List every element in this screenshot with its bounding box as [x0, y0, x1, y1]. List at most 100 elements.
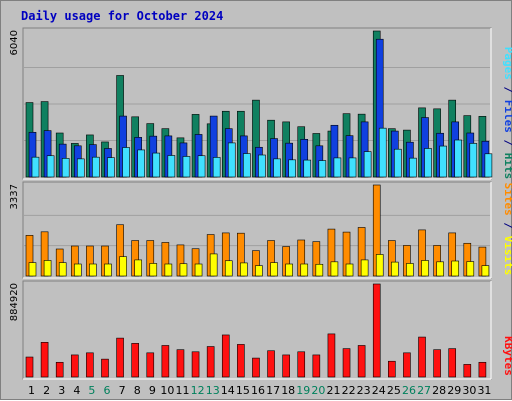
bar-visits-day-17 [270, 262, 278, 277]
bar-visits-day-24 [375, 254, 384, 277]
bar-visits-day-21 [330, 261, 339, 277]
x-tick-label-day-20: 20 [311, 384, 325, 397]
bar-visits-day-23 [360, 259, 369, 277]
hits-files-pages-legend: Pages / Files / Hits [502, 47, 512, 180]
legend-files: Files [502, 100, 512, 133]
bar-kbytes-day-25 [388, 360, 396, 378]
x-tick-label-day-30: 30 [462, 384, 476, 397]
bar-visits-day-31 [481, 265, 490, 277]
bar-kbytes-day-30 [463, 364, 472, 378]
bar-pages-day-13 [212, 157, 221, 178]
bar-visits-day-3 [58, 262, 67, 277]
bar-visits-day-29 [451, 260, 460, 277]
bar-visits-day-18 [285, 263, 293, 277]
bar-pages-day-25 [394, 148, 402, 178]
bar-pages-day-29 [454, 139, 463, 178]
legend-sep: / [502, 80, 512, 100]
bar-kbytes-day-31 [478, 361, 487, 378]
x-tick-label-day-2: 2 [43, 384, 50, 397]
x-tick-label-day-3: 3 [58, 384, 65, 397]
x-tick-label-day-15: 15 [236, 384, 250, 397]
x-tick-label-day-17: 17 [266, 384, 280, 397]
x-tick-label-day-14: 14 [221, 384, 235, 397]
bar-visits-day-30 [466, 261, 475, 277]
bar-pages-day-26 [409, 157, 417, 178]
x-tick-label-day-26: 26 [402, 384, 416, 397]
legend-kbytes: KBytes [502, 336, 512, 376]
bar-visits-day-20 [315, 263, 324, 277]
bar-kbytes-day-7 [116, 337, 124, 378]
bar-visits-day-12 [194, 263, 203, 277]
bar-visits-day-26 [406, 263, 414, 277]
bar-kbytes-day-14 [221, 334, 230, 378]
bar-kbytes-day-26 [403, 352, 411, 378]
x-axis-labels: 1 2 3 4 5 6 7 8 9 10 11 12 13 14 15 16 17 18 19 20 21 22 23 24 2… [28, 384, 491, 397]
x-tick-label-day-28: 28 [432, 384, 446, 397]
bar-kbytes-day-3 [55, 361, 64, 378]
bar-kbytes-day-16 [252, 357, 260, 378]
bar-kbytes-day-1 [25, 356, 34, 378]
bar-kbytes-day-15 [237, 344, 245, 378]
bar-kbytes-day-18 [282, 354, 290, 378]
x-tick-label-day-23: 23 [357, 384, 371, 397]
x-tick-label-day-12: 12 [191, 384, 205, 397]
bar-visits-day-8 [134, 259, 142, 277]
chart-title: Daily usage for October 2024 [21, 9, 223, 23]
x-tick-label-day-5: 5 [88, 384, 95, 397]
legend-sep: / [502, 216, 512, 236]
x-tick-label-day-7: 7 [119, 384, 126, 397]
bar-kbytes-day-13 [206, 346, 215, 378]
x-tick-label-day-6: 6 [104, 384, 111, 397]
legend-hits: Hits [502, 153, 512, 180]
bar-kbytes-day-12 [191, 351, 200, 378]
bar-pages-day-10 [167, 155, 176, 178]
bar-pages-day-15 [243, 153, 251, 178]
bar-visits-day-7 [119, 256, 127, 277]
bar-visits-day-19 [300, 263, 309, 277]
bar-kbytes-day-22 [342, 348, 351, 378]
x-tick-label-day-16: 16 [251, 384, 265, 397]
bar-visits-day-16 [255, 265, 263, 277]
x-tick-label-day-10: 10 [160, 384, 174, 397]
bar-visits-day-1 [28, 262, 37, 277]
bar-pages-day-3 [61, 158, 70, 178]
bar-kbytes-day-2 [40, 342, 49, 378]
bar-kbytes-day-19 [297, 351, 306, 378]
bar-pages-day-1 [31, 156, 40, 178]
bar-pages-day-23 [363, 151, 372, 178]
bar-pages-day-6 [107, 157, 115, 178]
bar-kbytes-day-17 [267, 350, 275, 378]
bar-kbytes-day-28 [433, 349, 441, 378]
bar-kbytes-day-8 [131, 343, 139, 378]
legend-sep: / [502, 133, 512, 153]
bar-visits-day-5 [89, 263, 97, 277]
bar-visits-day-2 [43, 260, 52, 277]
bar-pages-day-28 [439, 145, 447, 178]
bar-pages-day-31 [484, 153, 493, 178]
bar-pages-day-21 [333, 157, 342, 178]
bar-kbytes-day-29 [448, 348, 457, 378]
bar-visits-day-9 [149, 263, 158, 277]
bar-visits-day-13 [209, 253, 218, 277]
bar-kbytes-day-24 [372, 283, 381, 378]
bar-pages-day-22 [348, 157, 357, 178]
chart-marks [25, 30, 493, 378]
sites-visits-legend: Sites / Visits [502, 183, 512, 276]
x-tick-label-day-18: 18 [281, 384, 295, 397]
legend-visits: Visits [502, 236, 512, 276]
bar-pages-day-12 [197, 155, 206, 178]
x-tick-label-day-8: 8 [134, 384, 141, 397]
bar-pages-day-2 [46, 155, 55, 178]
panels: 6040 3337 884920 [9, 27, 492, 380]
bar-pages-day-18 [288, 159, 296, 178]
x-tick-label-day-21: 21 [326, 384, 340, 397]
bar-visits-day-11 [179, 263, 188, 277]
x-tick-label-day-1: 1 [28, 384, 35, 397]
x-tick-label-day-29: 29 [447, 384, 461, 397]
bar-pages-day-7 [122, 147, 130, 178]
visits-sites-ymax-label: 3337 [9, 184, 20, 209]
bar-kbytes-day-10 [161, 345, 170, 378]
bar-pages-day-9 [152, 152, 161, 178]
x-tick-label-day-4: 4 [73, 384, 80, 397]
